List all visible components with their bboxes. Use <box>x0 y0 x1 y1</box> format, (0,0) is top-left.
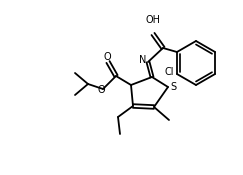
Text: Cl: Cl <box>164 67 174 77</box>
Text: S: S <box>170 82 176 92</box>
Text: O: O <box>103 52 111 62</box>
Text: N: N <box>139 55 147 65</box>
Text: OH: OH <box>146 15 160 25</box>
Text: O: O <box>97 85 105 95</box>
